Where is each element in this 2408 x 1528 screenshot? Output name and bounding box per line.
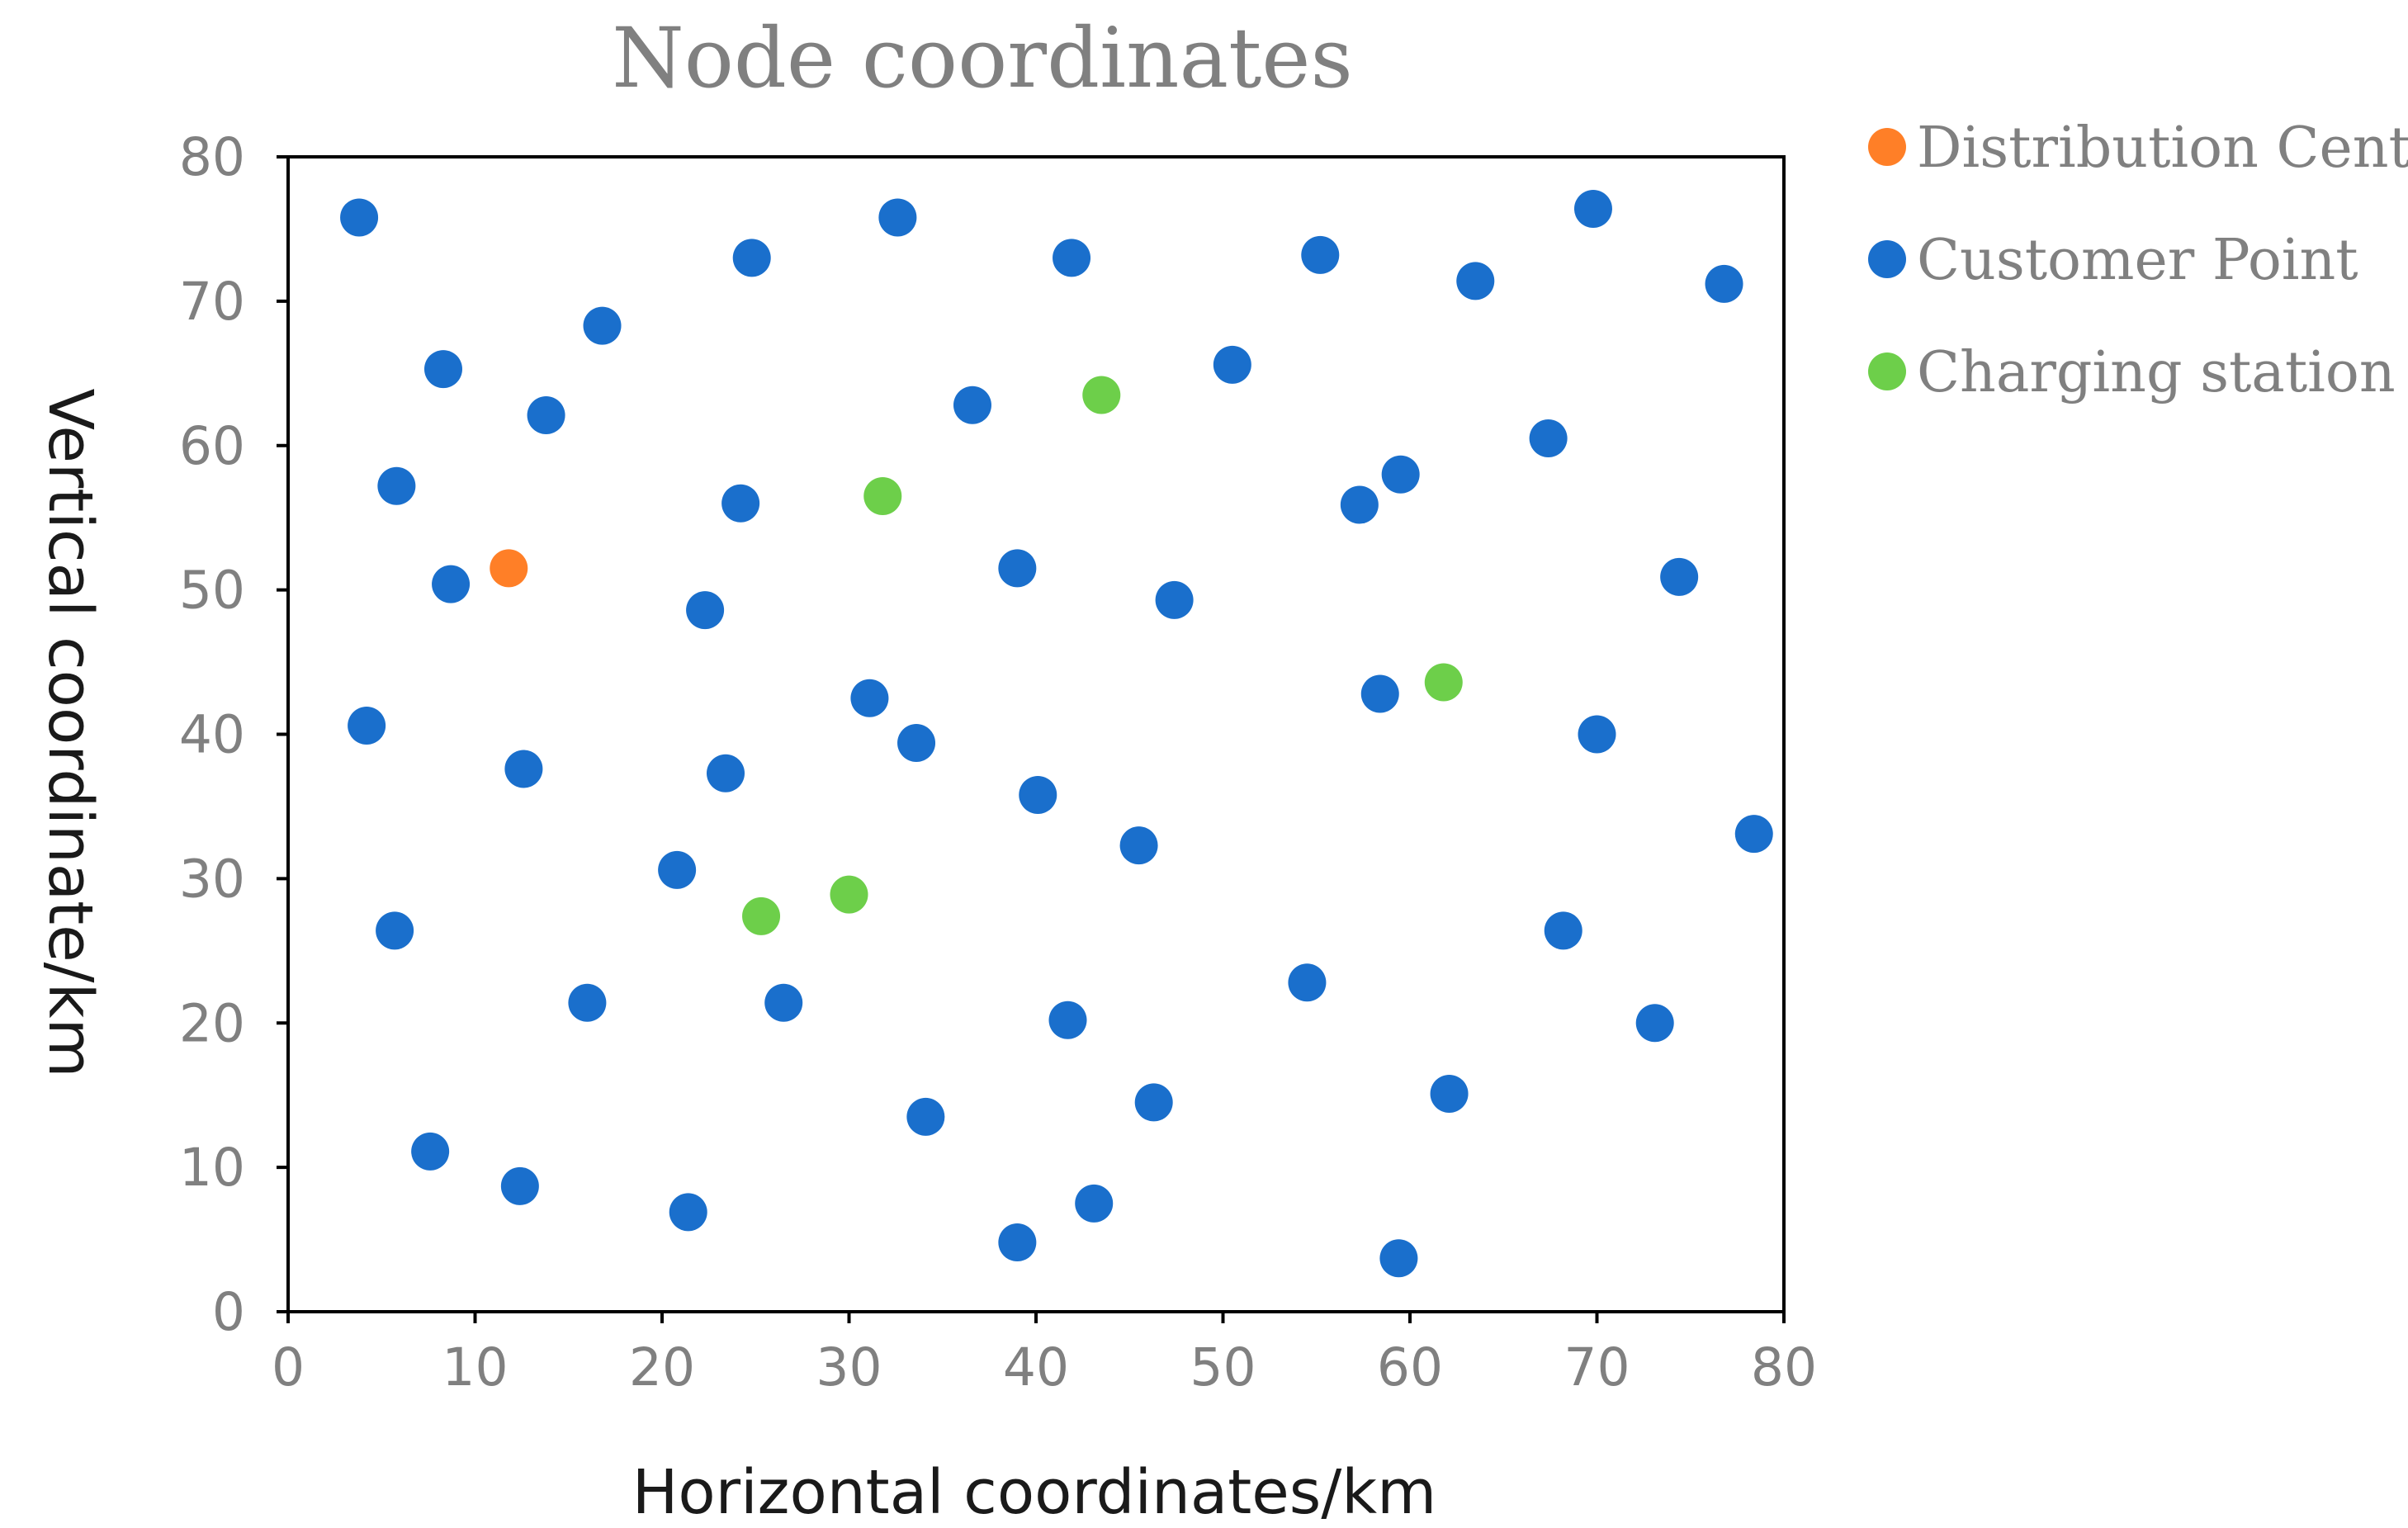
data-point: [1053, 239, 1091, 277]
data-point: [377, 466, 416, 505]
data-point: [348, 707, 386, 745]
data-point: [1573, 189, 1612, 228]
legend-label: Customer Point: [1917, 228, 2358, 293]
data-point: [897, 723, 936, 762]
data-point: [878, 198, 917, 237]
y-tick-label: 40: [179, 705, 245, 765]
data-point: [504, 750, 543, 788]
data-point: [1048, 1001, 1087, 1039]
data-point: [1705, 264, 1743, 303]
data-point: [1019, 775, 1057, 814]
data-point: [423, 350, 462, 389]
data-point: [1082, 376, 1121, 414]
data-point: [583, 306, 622, 345]
data-point: [527, 396, 565, 435]
x-tick-label: 60: [1377, 1337, 1443, 1398]
y-tick-label: 20: [179, 993, 245, 1053]
legend: Distribution Center Customer Point Chargin…: [1868, 116, 2408, 405]
data-point: [1155, 580, 1194, 619]
data-point: [1529, 419, 1568, 458]
data-point: [490, 549, 528, 588]
legend-label: Distribution Center: [1917, 116, 2408, 181]
data-point: [742, 896, 781, 935]
x-axis-label: Horizontal coordinates/km: [632, 1457, 1436, 1528]
y-tick-label: 80: [179, 127, 245, 187]
x-tick-label: 40: [1003, 1337, 1069, 1398]
data-point: [906, 1097, 945, 1136]
data-point: [376, 911, 414, 950]
data-point: [1660, 557, 1699, 596]
data-point: [1544, 911, 1582, 950]
axes: [286, 155, 1786, 1313]
x-tick-label: 0: [272, 1337, 305, 1398]
chart-title: Node coordinates: [612, 10, 1353, 106]
data-point: [721, 484, 760, 523]
data-point: [1379, 1239, 1418, 1278]
plot-area-frame: [286, 155, 1786, 1313]
data-point: [1213, 345, 1251, 384]
x-tick-label: 10: [442, 1337, 508, 1398]
data-point: [1456, 262, 1495, 300]
data-point: [1424, 663, 1463, 702]
data-point: [850, 679, 889, 717]
y-tick-label: 10: [179, 1138, 245, 1198]
data-point: [669, 1193, 707, 1232]
y-tick-label: 30: [179, 849, 245, 909]
data-point: [830, 875, 868, 914]
x-tick-label: 30: [816, 1337, 882, 1398]
y-axis-label: Vertical coordinate/km: [35, 388, 106, 1077]
data-point: [764, 983, 803, 1022]
data-point: [1134, 1083, 1173, 1122]
y-tick-label: 70: [179, 272, 245, 332]
data-points: [340, 189, 1773, 1278]
data-point: [1301, 235, 1340, 274]
data-point: [432, 565, 471, 603]
data-point: [340, 198, 379, 237]
legend-marker: [1868, 352, 1906, 390]
legend-marker: [1868, 240, 1906, 278]
x-tick-label: 20: [629, 1337, 695, 1398]
data-point: [863, 476, 902, 515]
data-point: [998, 1223, 1037, 1262]
x-tick-label: 50: [1190, 1337, 1256, 1398]
data-point: [686, 591, 725, 630]
legend-marker: [1868, 128, 1906, 166]
data-point: [1578, 715, 1616, 754]
y-tick-label: 60: [179, 416, 245, 476]
y-tick-label: 0: [212, 1282, 245, 1342]
data-point: [1635, 1004, 1674, 1043]
data-point: [500, 1166, 539, 1205]
data-point: [1734, 815, 1773, 854]
data-point: [707, 754, 745, 792]
legend-label: Charging station: [1917, 340, 2396, 405]
x-tick-label: 70: [1564, 1337, 1630, 1398]
data-point: [1430, 1074, 1469, 1113]
y-tick-group: 0 10 20 30 40 50 60 70 80: [179, 127, 288, 1342]
data-point: [1340, 485, 1379, 524]
data-point: [1381, 455, 1420, 494]
data-point: [1360, 674, 1399, 713]
data-point: [953, 386, 991, 424]
x-tick-label: 80: [1751, 1337, 1817, 1398]
data-point: [732, 239, 771, 277]
data-point: [998, 549, 1037, 588]
data-point: [568, 983, 607, 1022]
data-point: [658, 850, 697, 889]
data-point: [1075, 1184, 1114, 1223]
y-tick-label: 50: [179, 561, 245, 621]
data-point: [1119, 826, 1158, 865]
x-tick-group: 0 10 20 30 40 50 60 70 80: [272, 1312, 1817, 1398]
data-point: [411, 1132, 450, 1171]
data-point: [1288, 963, 1327, 1002]
